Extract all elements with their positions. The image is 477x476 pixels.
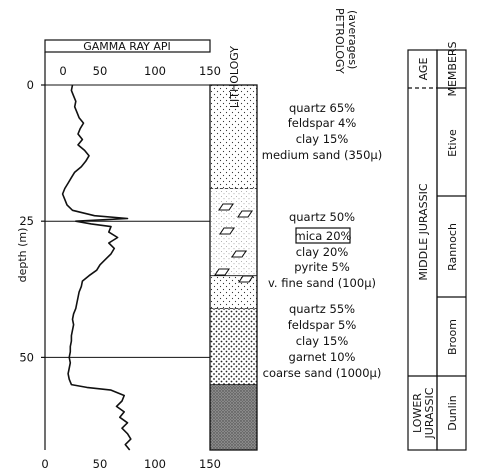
petrology-line: mica 20%: [295, 229, 352, 243]
members-header: MEMBERS: [446, 41, 459, 96]
y-axis-label: depth (m): [16, 228, 29, 283]
age-middle-jurassic: MIDDLE JURASSIC: [417, 183, 430, 280]
mica-flake-symbols: [213, 203, 255, 283]
age-members-table: AGE MEMBERS MIDDLE JURASSIC LOWER JURASS…: [407, 41, 467, 451]
petrology-line: coarse sand (1000μ): [263, 366, 382, 380]
mica-flake: [236, 210, 254, 218]
y-tick-label: 50: [19, 350, 34, 364]
petrology-rannoch: quartz 50% mica 20% clay 20% pyrite 5% v…: [268, 210, 376, 290]
lithology-units: [210, 84, 257, 450]
lithology-unit-fine-sand-dots: [210, 85, 257, 189]
y-tick-label: 0: [27, 78, 34, 92]
petrology-line: clay 15%: [296, 334, 349, 348]
mica-flake: [237, 275, 255, 283]
member-dunlin: Dunlin: [446, 395, 459, 431]
x-tick-label-bottom: 0: [41, 457, 48, 471]
x-tick-label-top: 50: [93, 64, 108, 78]
petrology-line: v. fine sand (100μ): [268, 276, 376, 290]
x-tick-label-bottom: 50: [93, 457, 108, 471]
petrology-line: medium sand (350μ): [262, 148, 382, 162]
gamma-ray-track: GAMMA RAY API 0 50 100 150 0 50 100 150 02550 …: [16, 39, 221, 471]
mica-flake: [230, 250, 248, 258]
lithology-column: LITHOLOGY: [209, 46, 258, 451]
petrology-line: clay 15%: [296, 132, 349, 146]
member-etive: Etive: [446, 129, 459, 157]
y-tick-label: 25: [19, 214, 34, 228]
petrology-line: feldspar 4%: [288, 116, 357, 130]
depth-reference-lines: [45, 84, 210, 358]
member-broom: Broom: [446, 319, 459, 355]
petrology-line: quartz 65%: [289, 101, 355, 115]
petrology-line: clay 20%: [296, 245, 349, 259]
mica-highlight-box: [295, 227, 351, 244]
lithology-unit-shale: [210, 384, 257, 450]
x-tick-label-top: 150: [199, 64, 221, 78]
x-axis-label: GAMMA RAY API: [83, 40, 171, 53]
x-axis-bottom-ticks: 0 50 100 150: [41, 457, 221, 471]
lithology-frame: [209, 84, 258, 451]
gamma-ray-header-box: [44, 39, 211, 53]
petrology-subheader: (averages): [346, 10, 359, 69]
x-tick-label-bottom: 100: [144, 457, 166, 471]
gamma-ray-curve: [61, 84, 132, 451]
member-rannoch: Rannoch: [446, 223, 459, 271]
mica-flake: [218, 227, 236, 235]
petrology-line: quartz 50%: [289, 210, 355, 224]
mica-flake: [217, 203, 235, 211]
x-tick-label-bottom: 150: [199, 457, 221, 471]
lithology-unit-coarse-sand-dots: [210, 308, 257, 385]
petrology-line: feldspar 5%: [288, 318, 357, 332]
age-lower-jurassic-line2: JURASSIC: [423, 387, 436, 439]
x-tick-label-top: 100: [144, 64, 166, 78]
x-tick-label-top: 0: [59, 64, 66, 78]
petrology-etive: quartz 65% feldspar 4% clay 15% medium s…: [262, 101, 382, 162]
petrology-header: PETROLOGY: [333, 8, 346, 74]
petrology-line: garnet 10%: [289, 350, 356, 364]
members-column-frame: [436, 49, 467, 451]
age-header: AGE: [417, 58, 430, 81]
age-lower-jurassic-line1: LOWER: [411, 393, 424, 433]
petrology-broom: quartz 55% feldspar 5% clay 15% garnet 1…: [263, 302, 382, 380]
y-axis-ticks: 0 25 50: [19, 78, 45, 364]
x-axis-top-ticks: 0 50 100 150: [59, 64, 221, 78]
mica-flake: [213, 268, 231, 276]
lithology-unit-very-fine-sand-mica: [210, 188, 257, 276]
petrology-line: pyrite 5%: [294, 260, 350, 274]
petrology-line: quartz 55%: [289, 302, 355, 316]
